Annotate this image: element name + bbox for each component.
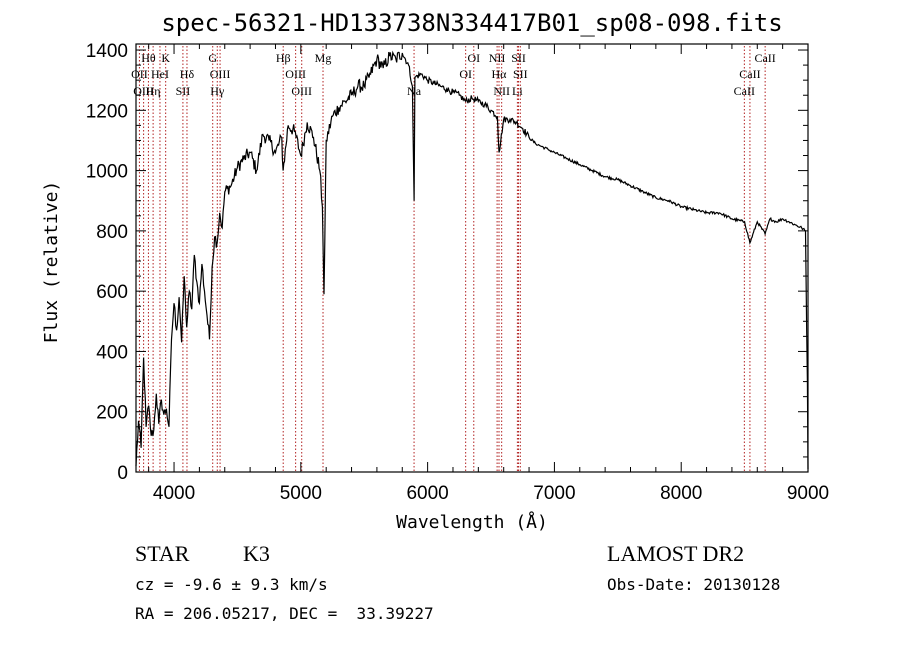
y-tick-label: 1000 — [86, 162, 128, 183]
spectral-line-label: OI — [459, 67, 472, 81]
chart-title: spec-56321-HD133738N334417B01_sp08-098.f… — [161, 9, 782, 37]
x-tick-label: 5000 — [280, 483, 322, 504]
x-tick-label: 8000 — [660, 483, 702, 504]
x-tick-label: 4000 — [153, 483, 195, 504]
spectral-line-label: G — [208, 51, 217, 65]
x-tick-label: 6000 — [406, 483, 448, 504]
y-tick-label: 800 — [96, 222, 128, 243]
y-axis-label: Flux (relative) — [41, 181, 62, 344]
x-axis-ticks: 4000 5000 6000 7000 8000 9000 — [148, 44, 829, 504]
x-tick-label: 7000 — [533, 483, 575, 504]
y-tick-label: 1200 — [86, 101, 128, 122]
spectral-line-label: K — [161, 51, 170, 65]
y-axis-ticks: 0 200 400 600 800 1000 1200 1400 — [86, 41, 808, 484]
object-class: STAR — [135, 541, 190, 566]
spectral-line-label: OIII — [285, 67, 306, 81]
plot-frame — [135, 43, 809, 473]
spectral-line-label: Hβ — [276, 51, 291, 65]
spectral-line-label: Mg — [315, 51, 332, 65]
spectral-line-label: CaII — [739, 67, 760, 81]
y-tick-label: 1400 — [86, 41, 128, 62]
spectral-line-label: Hθ — [141, 51, 156, 65]
spectral-line-label: CaII — [734, 84, 755, 98]
x-axis-label: Wavelength (Å) — [396, 511, 548, 533]
spectral-line-label: NII — [489, 51, 506, 65]
spectral-line-label: SII — [511, 51, 526, 65]
spectral-line-label: SII — [176, 84, 191, 98]
spectral-line-label: Hδ — [180, 67, 195, 81]
spectral-line-label: NII — [493, 84, 510, 98]
spectral-line-label: OIII — [133, 84, 154, 98]
observation-date: Obs-Date: 20130128 — [607, 575, 781, 594]
spectral-line-label: HeI — [151, 67, 169, 81]
y-tick-label: 200 — [96, 403, 128, 424]
spectral-line-label: OIII — [210, 67, 231, 81]
survey-name: LAMOST DR2 — [607, 541, 745, 566]
spectrum-series — [135, 50, 809, 470]
spectral-line-label: OIII — [291, 84, 312, 98]
y-tick-label: 400 — [96, 342, 128, 363]
y-tick-label: 600 — [96, 282, 128, 303]
spectral-line-label: OI — [467, 51, 480, 65]
spectral-line-label: OII — [131, 67, 148, 81]
x-tick-label: 9000 — [787, 483, 829, 504]
coordinates-text: RA = 206.05217, DEC = 33.39227 — [135, 604, 434, 623]
spectral-line-label: Hη — [146, 84, 161, 98]
object-subclass: K3 — [243, 541, 270, 566]
spectral-line-label: Li — [512, 84, 523, 98]
spectral-line-label: CaII — [754, 51, 775, 65]
y-tick-label: 0 — [117, 463, 128, 484]
spectral-line-markers — [138, 46, 766, 472]
spectral-line-label: Hγ — [210, 84, 225, 98]
spectral-line-label: SII — [513, 67, 528, 81]
spectral-line-label: Hα — [492, 67, 508, 81]
redshift-text: cz = -9.6 ± 9.3 km/s — [135, 575, 328, 594]
